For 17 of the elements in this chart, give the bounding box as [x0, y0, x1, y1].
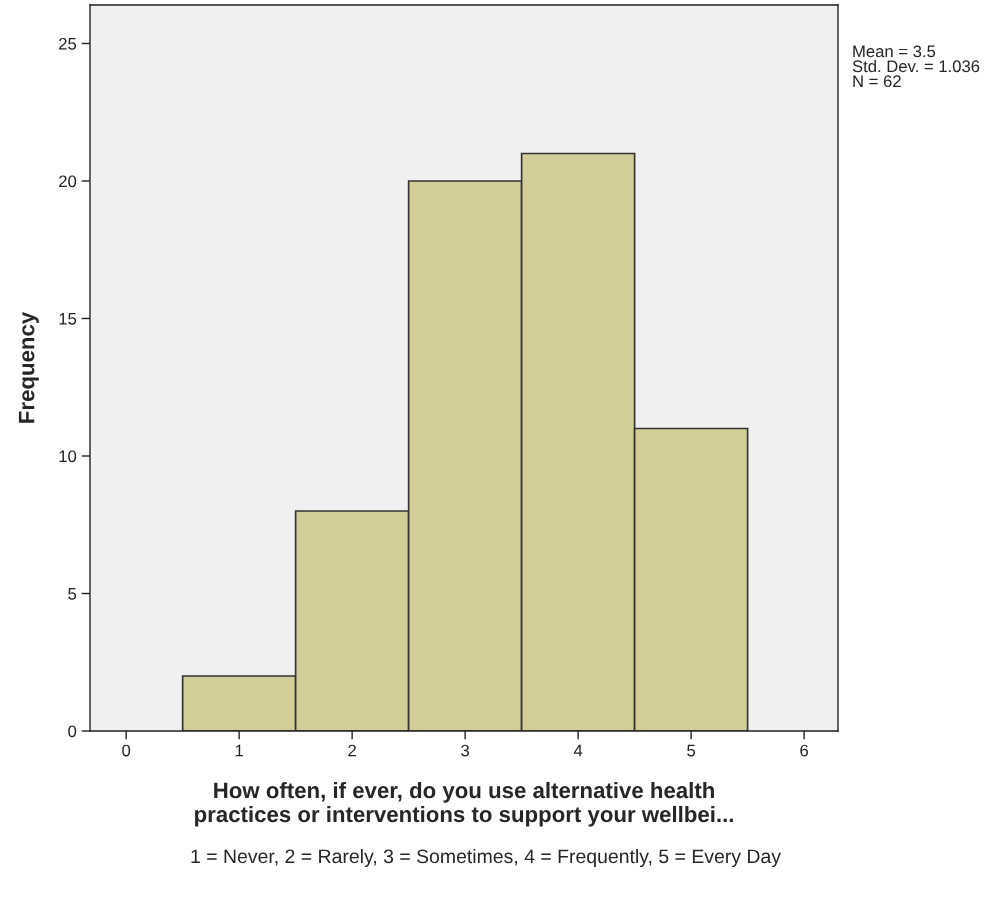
text: Mean = 3.5 Std. Dev. = 1.036 N = 62 — [852, 45, 980, 88]
x-tick-label: 4 — [573, 744, 583, 757]
x-tick-label: 0 — [122, 744, 131, 757]
y-axis-title: Frequency — [18, 311, 39, 423]
y-tick-label: 25 — [59, 37, 77, 50]
x-tick-label: 2 — [348, 744, 356, 757]
y-tick-label: 10 — [59, 450, 77, 463]
y-tick-label: 5 — [68, 588, 77, 600]
y-tick-label: 0 — [68, 725, 77, 738]
x-tick-label: 3 — [461, 744, 470, 757]
y-tick-label: 20 — [59, 175, 77, 188]
text: 1 = Never, 2 = Rarely, 3 = Sometimes, 4 = Frequently, 5 = Every Day — [191, 848, 781, 868]
x-tick-label: 1 — [235, 744, 243, 757]
x-axis-title: How often, if ever, do you use alternative health practices or interventions to support your wellbei... — [195, 781, 733, 827]
y-tick-label: 15 — [59, 313, 77, 325]
x-tick-label: 6 — [800, 744, 809, 757]
x-tick-label: 5 — [687, 744, 696, 757]
